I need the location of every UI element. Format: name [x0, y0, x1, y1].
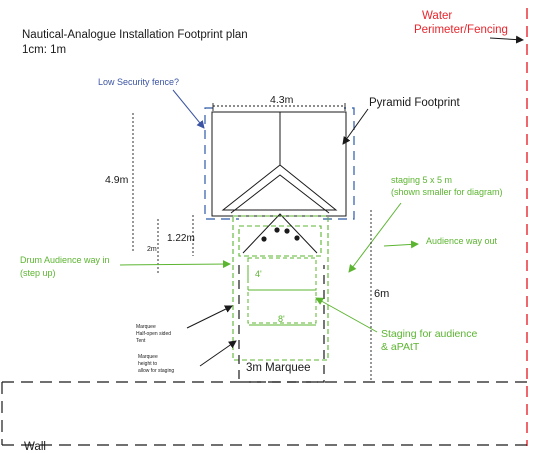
dim-height-label: 4.9m [105, 174, 129, 186]
staging-5x5 [232, 215, 329, 361]
staging-label-line1: staging 5 x 5 m [391, 175, 452, 185]
staging-label-line2: (shown smaller for diagram) [391, 187, 503, 197]
dim-6m-label: 6m [374, 288, 389, 300]
dim-2m-label: 2m [147, 246, 157, 253]
marquee-half-arrow [186, 305, 233, 329]
drum-dot [294, 235, 300, 241]
audience-staging [247, 257, 317, 324]
drum-label-line1: Drum Audience way in [20, 255, 110, 265]
marquee-half-line3: Tent [136, 338, 146, 344]
water-label-line2: Perimeter/Fencing [414, 24, 508, 36]
drum-pyramid-outline [242, 213, 318, 254]
marquee-label: 3m Marquee [246, 362, 311, 374]
marquee-height-line2: height to [138, 361, 157, 367]
water-label-line1: Water [422, 10, 452, 22]
plan-title: Nautical-Analogue Installation Footprint… [22, 29, 248, 41]
drum-label-line2: (step up) [20, 268, 56, 278]
dimension-width [212, 103, 346, 111]
staging-arrow [348, 202, 402, 273]
audience-out-arrow [383, 240, 419, 249]
pyramid-footprint [211, 111, 347, 217]
drum-dot [261, 236, 267, 242]
marquee-height-arrow [199, 340, 237, 367]
dim-122-label: 1.22m [167, 233, 195, 244]
pyramid-arrow [342, 108, 369, 145]
drum-arrow [119, 260, 231, 269]
wall-perimeter [1, 381, 533, 446]
staging-audience-line2: & aPAtT [381, 341, 420, 353]
audience-out-label: Audience way out [426, 236, 498, 246]
marquee-half-line1: Marquee [136, 324, 156, 330]
pyramid-label: Pyramid Footprint [369, 97, 461, 109]
drum-dot [274, 227, 280, 233]
plan-scale: 1cm: 1m [22, 44, 66, 56]
low-security-fence [204, 107, 355, 220]
dim-width-label: 4.3m [270, 94, 294, 106]
marquee-height-line3: allow for staging [138, 368, 174, 374]
low-fence-arrow [172, 89, 205, 129]
dim-8ft-label: 8' [278, 314, 285, 324]
dim-4ft-label: 4' [255, 269, 262, 279]
marquee-half-line2: Half-open sided [136, 331, 171, 337]
marquee-height-line1: Marquee [138, 354, 158, 360]
staging-audience-line1: Staging for audience [381, 328, 477, 340]
wall-label: Wall [24, 441, 46, 453]
drum-dots [261, 227, 300, 242]
low-fence-label: Low Security fence? [98, 77, 179, 87]
staging-audience-arrow [315, 297, 378, 333]
drum-dot [284, 228, 290, 234]
marquee-3m [238, 265, 325, 383]
drum-area [238, 225, 322, 257]
water-arrow [489, 35, 524, 44]
